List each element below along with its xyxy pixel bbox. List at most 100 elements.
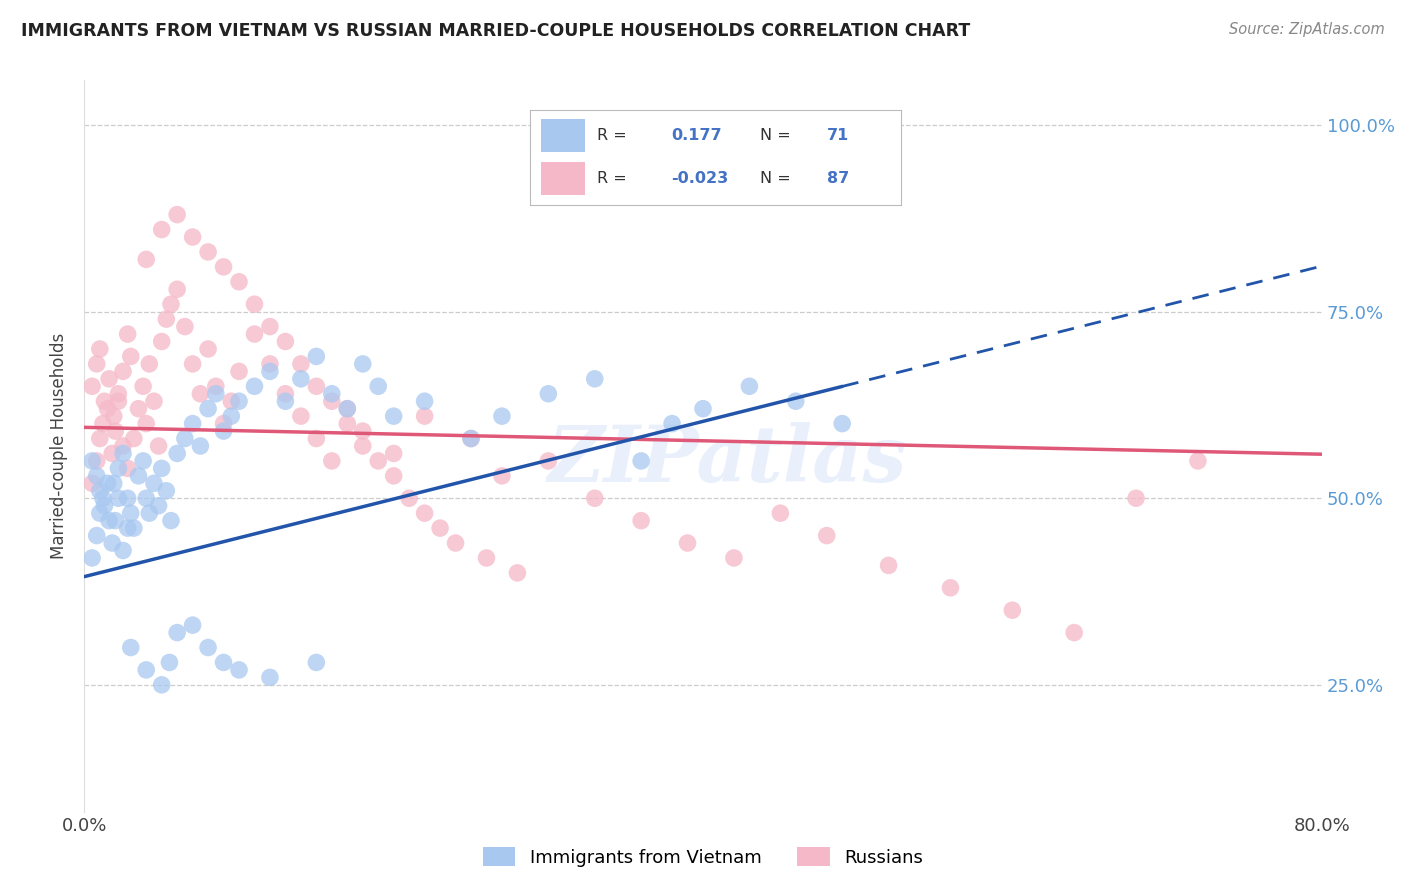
Point	[197, 244, 219, 259]
Point	[321, 386, 343, 401]
Point	[82, 476, 104, 491]
Point	[82, 454, 104, 468]
Point	[831, 417, 853, 431]
Point	[259, 357, 281, 371]
Point	[537, 454, 560, 468]
Point	[382, 446, 405, 460]
Point	[413, 506, 436, 520]
Point	[155, 483, 177, 498]
Point	[815, 528, 838, 542]
Point	[135, 491, 157, 506]
Y-axis label: Married-couple Households: Married-couple Households	[51, 333, 69, 559]
Point	[166, 446, 188, 460]
Point	[86, 454, 108, 468]
Point	[96, 401, 118, 416]
Point	[352, 439, 374, 453]
Point	[107, 394, 129, 409]
Point	[413, 394, 436, 409]
Point	[243, 326, 266, 341]
Point	[174, 432, 197, 446]
Point	[150, 222, 173, 236]
Point	[197, 342, 219, 356]
Point	[676, 536, 699, 550]
Point	[367, 454, 389, 468]
Point	[228, 364, 250, 378]
Point	[120, 350, 142, 364]
Point	[219, 394, 242, 409]
Point	[148, 439, 170, 453]
Point	[491, 409, 513, 424]
Point	[117, 326, 139, 341]
Point	[274, 394, 297, 409]
Point	[336, 417, 359, 431]
Point	[150, 334, 173, 349]
Point	[91, 417, 114, 431]
Point	[82, 551, 104, 566]
Point	[181, 618, 204, 632]
Point	[506, 566, 529, 580]
Point	[352, 424, 374, 438]
Point	[86, 528, 108, 542]
Point	[166, 282, 188, 296]
Point	[785, 394, 807, 409]
Point	[382, 468, 405, 483]
Point	[135, 252, 157, 267]
Point	[89, 432, 111, 446]
Point	[135, 417, 157, 431]
Point	[166, 625, 188, 640]
Point	[305, 656, 328, 670]
Point	[120, 506, 142, 520]
Point	[135, 663, 157, 677]
Point	[122, 521, 145, 535]
Legend: Immigrants from Vietnam, Russians: Immigrants from Vietnam, Russians	[475, 840, 931, 874]
Point	[188, 439, 211, 453]
Text: IMMIGRANTS FROM VIETNAM VS RUSSIAN MARRIED-COUPLE HOUSEHOLDS CORRELATION CHART: IMMIGRANTS FROM VIETNAM VS RUSSIAN MARRI…	[21, 22, 970, 40]
Point	[583, 372, 606, 386]
Point	[86, 357, 108, 371]
Point	[89, 483, 111, 498]
Point	[117, 461, 139, 475]
Point	[321, 394, 343, 409]
Point	[112, 364, 135, 378]
Point	[398, 491, 420, 506]
Point	[290, 357, 312, 371]
Point	[692, 401, 714, 416]
Point	[101, 536, 124, 550]
Point	[82, 379, 104, 393]
Point	[112, 543, 135, 558]
Point	[274, 334, 297, 349]
Point	[259, 364, 281, 378]
Point	[769, 506, 792, 520]
Point	[475, 551, 498, 566]
Point	[305, 350, 328, 364]
Point	[305, 432, 328, 446]
Point	[259, 319, 281, 334]
Point	[243, 379, 266, 393]
Point	[212, 417, 235, 431]
Point	[723, 551, 745, 566]
Point	[112, 446, 135, 460]
Point	[89, 506, 111, 520]
Point	[444, 536, 467, 550]
Point	[1125, 491, 1147, 506]
Point	[321, 454, 343, 468]
Point	[305, 379, 328, 393]
Point	[630, 454, 652, 468]
Point	[259, 670, 281, 684]
Point	[103, 476, 125, 491]
Point	[219, 409, 242, 424]
Point	[148, 499, 170, 513]
Point	[382, 409, 405, 424]
Point	[98, 514, 121, 528]
Point	[174, 319, 197, 334]
Point	[96, 476, 118, 491]
Point	[460, 432, 482, 446]
Point	[132, 379, 155, 393]
Point	[117, 491, 139, 506]
Point	[150, 678, 173, 692]
Point	[212, 656, 235, 670]
Point	[939, 581, 962, 595]
Point	[1187, 454, 1209, 468]
Point	[243, 297, 266, 311]
Point	[181, 230, 204, 244]
